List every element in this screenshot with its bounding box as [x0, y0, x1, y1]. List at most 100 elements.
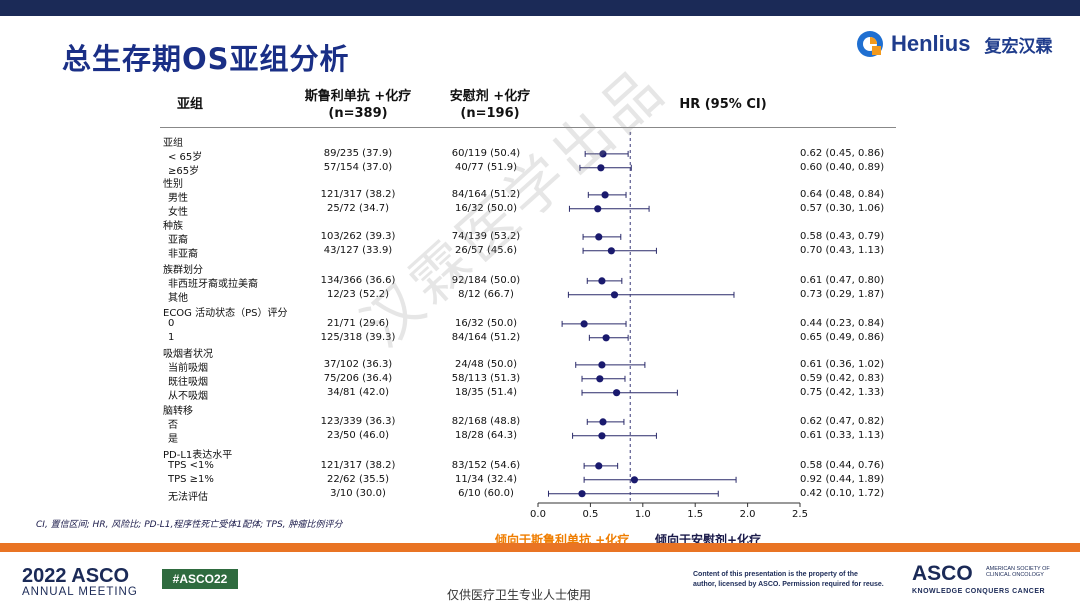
placebo-events: 58/113 (51.3)	[451, 372, 521, 384]
subgroup-title: 族群划分	[163, 265, 203, 276]
placebo-arm-n: (n=196)	[460, 106, 520, 121]
serplulimab-events: 12/23 (52.2)	[326, 288, 390, 300]
subgroup-row-label: 女性	[168, 206, 188, 218]
x-tick-label: 2.5	[792, 509, 808, 520]
copyright-line-2: author, licensed by ASCO. Permission req…	[693, 581, 884, 588]
placebo-events: 6/10 (60.0)	[458, 487, 514, 499]
usage-notice: 仅供医疗卫生专业人士使用	[447, 588, 592, 602]
hr-point	[601, 191, 609, 199]
hr-ci-value: 0.65 (0.49, 0.86)	[800, 331, 885, 343]
placebo-events: 18/28 (64.3)	[454, 429, 518, 441]
serplulimab-events: 23/50 (46.0)	[326, 429, 390, 441]
subgroup-row-label: 是	[168, 433, 178, 445]
hr-point	[595, 462, 603, 470]
x-tick-label: 0.5	[582, 509, 599, 520]
x-tick-label: 0.0	[530, 509, 546, 520]
placebo-events: 60/119 (50.4)	[451, 147, 521, 159]
subgroup-row-label: 非亚裔	[168, 248, 198, 260]
placebo-events: 16/32 (50.0)	[454, 202, 518, 214]
subgroup-row-label: ≥65岁	[168, 165, 200, 177]
hr-point	[607, 247, 615, 255]
placebo-events: 18/35 (51.4)	[454, 386, 518, 398]
hr-ci-value: 0.58 (0.43, 0.79)	[800, 230, 885, 242]
hr-point	[598, 361, 606, 369]
placebo-events: 92/184 (50.0)	[451, 274, 521, 286]
placebo-events: 16/32 (50.0)	[454, 317, 518, 329]
x-tick-label: 1.5	[687, 509, 704, 520]
subgroup-row-label: 男性	[168, 192, 188, 204]
forest-table: 亚组 < 65岁 89/235 (37.9) 60/119 (50.4) 0.62 (0…	[163, 138, 885, 503]
placebo-arm-label: 安慰剂 +化疗	[449, 89, 531, 104]
hr-ci-value: 0.58 (0.44, 0.76)	[800, 459, 885, 471]
subgroup-row-label: 亚裔	[168, 234, 188, 246]
hr-ci-value: 0.59 (0.42, 0.83)	[800, 372, 885, 384]
asco-society-logo: ASCO	[912, 562, 973, 585]
serplulimab-events: 121/317 (38.2)	[320, 188, 396, 200]
hr-point	[613, 389, 621, 397]
x-tick-label: 1.0	[634, 509, 651, 520]
hr-ci-value: 0.42 (0.10, 1.72)	[800, 487, 885, 499]
serplulimab-events: 34/81 (42.0)	[326, 386, 390, 398]
hr-ci-value: 0.57 (0.30, 1.06)	[800, 202, 885, 214]
column-header-placebo: 安慰剂 +化疗 (n=196)	[432, 88, 548, 122]
hr-point	[596, 375, 604, 383]
serplulimab-events: 22/62 (35.5)	[326, 473, 390, 485]
subgroup-title: 亚组	[163, 138, 183, 149]
column-header-subgroup: 亚组	[177, 97, 204, 112]
subgroup-title: PD-L1表达水平	[163, 450, 233, 461]
copyright-notice: Content of this presentation is the prop…	[693, 570, 884, 590]
placebo-events: 84/164 (51.2)	[451, 188, 521, 200]
subgroup-row-label: TPS <1%	[168, 459, 214, 471]
hr-point	[599, 150, 607, 158]
serplulimab-events: 43/127 (33.9)	[323, 244, 393, 256]
slide-title: 总生存期OS亚组分析	[62, 42, 350, 76]
top-bar	[0, 0, 1080, 16]
hr-ci-value: 0.75 (0.42, 1.33)	[800, 386, 885, 398]
serplulimab-events: 3/10 (30.0)	[330, 487, 386, 499]
serplulimab-events: 134/366 (36.6)	[320, 274, 396, 286]
hr-point	[630, 476, 639, 484]
placebo-events: 24/48 (50.0)	[454, 358, 518, 370]
hr-ci-value: 0.61 (0.47, 0.80)	[800, 274, 885, 286]
placebo-events: 83/152 (54.6)	[451, 459, 521, 471]
hr-point	[580, 320, 588, 328]
subgroup-row-label: 1	[168, 331, 175, 343]
copyright-line-1: Content of this presentation is the prop…	[693, 571, 858, 578]
hr-ci-value: 0.64 (0.48, 0.84)	[800, 188, 885, 200]
subgroup-row-label: 当前吸烟	[168, 362, 208, 374]
placebo-events: 11/34 (32.4)	[454, 473, 518, 485]
serplulimab-events: 125/318 (39.3)	[320, 331, 396, 343]
serplulimab-events: 121/317 (38.2)	[320, 459, 396, 471]
society-line-1: AMERICAN SOCIETY OF	[986, 566, 1050, 572]
hr-ci-value: 0.73 (0.29, 1.87)	[800, 288, 885, 300]
subgroup-row-label: < 65岁	[168, 151, 203, 163]
placebo-events: 74/139 (53.2)	[451, 230, 521, 242]
hr-point	[598, 277, 606, 285]
hr-point	[597, 164, 605, 172]
hr-point	[610, 291, 619, 299]
hr-ci-value: 0.92 (0.44, 1.89)	[800, 473, 885, 485]
serplulimab-events: 89/235 (37.9)	[323, 147, 393, 159]
placebo-events: 84/164 (51.2)	[451, 331, 521, 343]
subgroup-row-label: 否	[168, 419, 178, 431]
hashtag-badge: #ASCO22	[162, 569, 238, 589]
subgroup-row-label: 既往吸烟	[168, 376, 208, 388]
serplulimab-events: 103/262 (39.3)	[320, 230, 396, 242]
abbreviation-footnote: CI, 置信区间; HR, 风险比; PD-L1,程序性死亡受体1配体; TPS…	[36, 520, 343, 530]
serplulimab-events: 57/154 (37.0)	[323, 161, 393, 173]
hr-ci-value: 0.61 (0.36, 1.02)	[800, 358, 885, 370]
subgroup-row-label: 其他	[168, 292, 188, 304]
column-header-hr: HR (95% CI)	[679, 97, 767, 112]
logo-text-en: Henlius	[891, 31, 971, 56]
hr-point	[598, 432, 606, 440]
hr-ci-value: 0.62 (0.45, 0.86)	[800, 147, 885, 159]
column-header-serplulimab: 斯鲁利单抗 +化疗 (n=389)	[300, 88, 416, 122]
asco-tagline: KNOWLEDGE CONQUERS CANCER	[912, 588, 1046, 595]
asco-meeting-logo: 2022 ASCO	[22, 565, 130, 587]
placebo-events: 82/168 (48.8)	[451, 415, 521, 427]
subgroup-row-label: 非西班牙裔或拉美裔	[168, 278, 258, 290]
hr-point	[595, 233, 603, 241]
header-divider	[160, 127, 896, 128]
serplulimab-arm-n: (n=389)	[328, 106, 388, 121]
society-line-2: CLINICAL ONCOLOGY	[986, 572, 1044, 578]
